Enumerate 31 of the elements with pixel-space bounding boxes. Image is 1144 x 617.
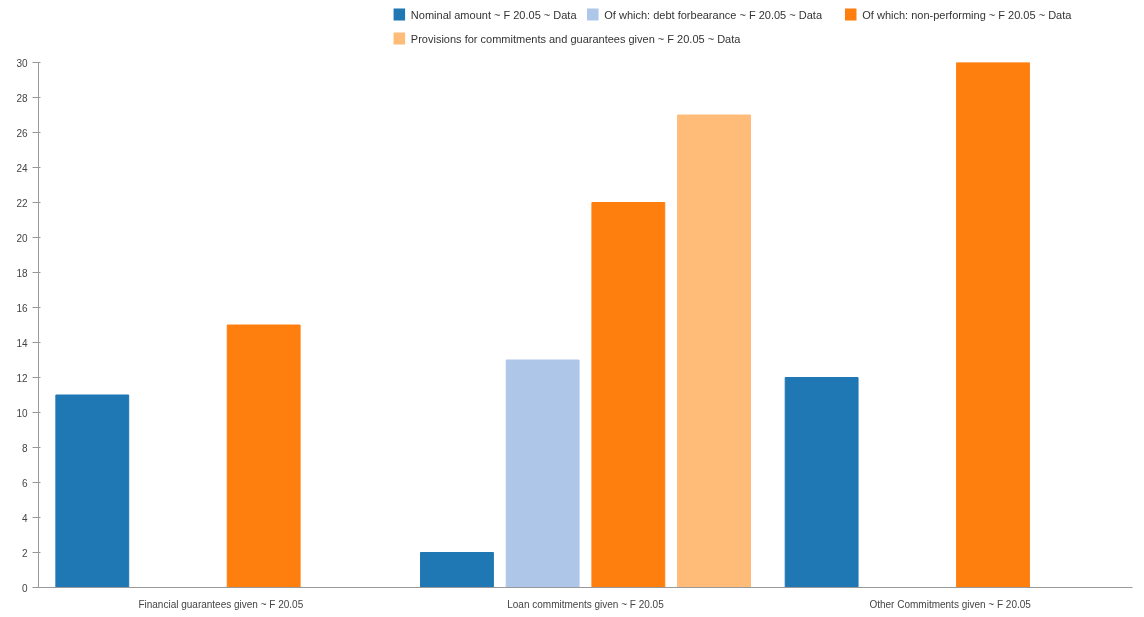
y-tick-label: 10: [16, 407, 28, 419]
bar: [420, 552, 494, 588]
legend-label: Provisions for commitments and guarantees given ~ F 20.05 ~ Data: [410, 32, 742, 45]
x-tick-label: Financial guarantees given ~ F 20.05: [138, 598, 304, 610]
y-tick-label: 24: [16, 162, 28, 174]
y-tick-label: 30: [16, 57, 28, 69]
y-tick-label: 8: [21, 442, 28, 454]
x-tick-label: Loan commitments given ~ F 20.05: [507, 598, 665, 610]
y-tick-label: 22: [16, 197, 28, 209]
y-tick-label: 6: [21, 477, 28, 489]
y-tick-label: 18: [16, 267, 28, 279]
y-tick-label: 12: [16, 372, 28, 384]
bar: [505, 359, 580, 588]
bar: [784, 377, 859, 588]
y-tick-label: 0: [21, 582, 28, 594]
y-tick-label: 4: [21, 512, 28, 524]
bar: [591, 202, 666, 588]
bar: [677, 114, 751, 588]
legend-label: Nominal amount ~ F 20.05 ~ Data: [410, 8, 578, 21]
y-tick-label: 16: [16, 302, 28, 314]
bar: [956, 62, 1030, 588]
legend-label: Of which: non-performing ~ F 20.05 ~ Data: [862, 8, 1073, 21]
bar: [55, 394, 130, 588]
x-tick-label: Other Commitments given ~ F 20.05: [869, 598, 1032, 610]
y-tick-label: 14: [16, 337, 28, 349]
y-tick-label: 20: [16, 232, 28, 244]
y-tick-label: 28: [16, 92, 28, 104]
legend-label: Of which: debt forbearance ~ F 20.05 ~ Data: [604, 8, 823, 21]
bar: [226, 324, 301, 588]
y-tick-label: 26: [16, 127, 28, 139]
y-tick-label: 2: [21, 547, 28, 559]
